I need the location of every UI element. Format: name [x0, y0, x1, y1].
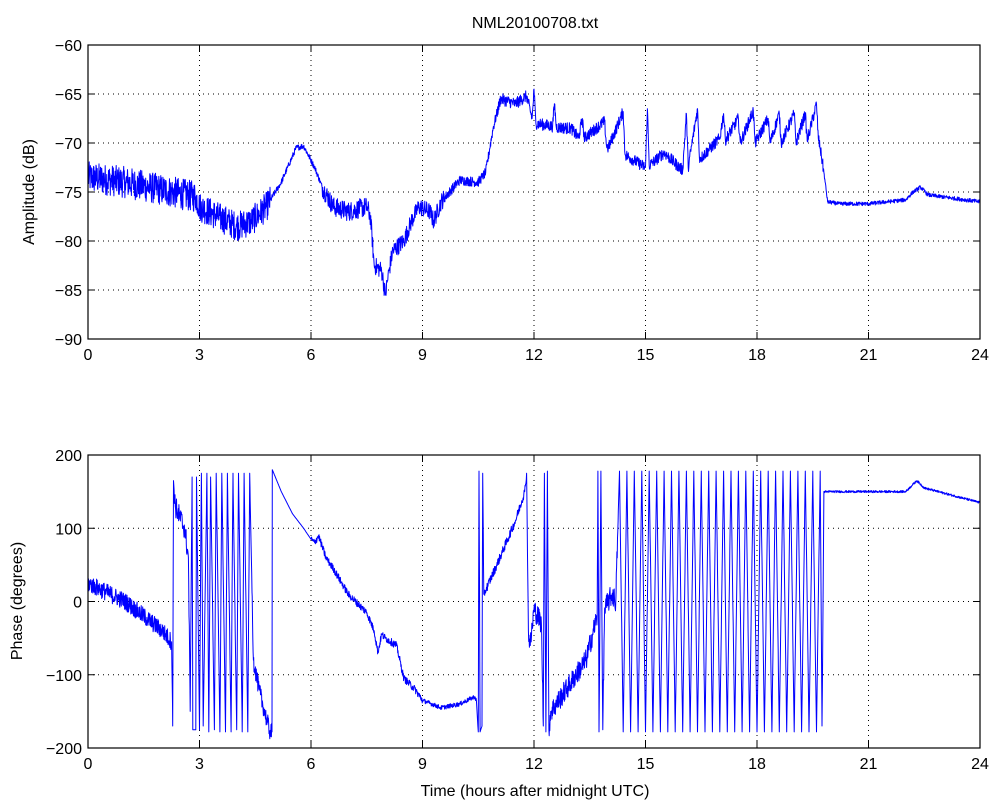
- chart-title: NML20100708.txt: [472, 15, 599, 32]
- y-tick-label: −75: [55, 185, 82, 202]
- x-tick-label: 0: [84, 347, 93, 364]
- phase-y-label: Phase (degrees): [9, 542, 26, 660]
- y-tick-label: 200: [55, 448, 82, 465]
- amplitude-axes: 0 3 6 9 12 15 18 21 24 −60 −65 −70 −75 −80 −85 −90: [55, 38, 989, 364]
- x-tick-label: 12: [525, 756, 543, 773]
- series-line-amplitude: [87, 88, 981, 296]
- x-tick-label: 9: [418, 347, 427, 364]
- axes-frame: [87, 454, 981, 749]
- x-tick-label: 6: [307, 756, 316, 773]
- axes-frame: [87, 44, 981, 340]
- x-tick-label: 21: [860, 756, 878, 773]
- x-tick-label: 0: [84, 756, 93, 773]
- series-line-phase: [87, 469, 981, 740]
- x-tick-label: 24: [971, 756, 989, 773]
- x-tick-label: 3: [195, 756, 204, 773]
- x-tick-label: 18: [748, 347, 766, 364]
- y-tick-label: 100: [55, 521, 82, 538]
- x-tick-label: 3: [195, 347, 204, 364]
- y-tick-label: −70: [55, 136, 82, 153]
- x-tick-label: 12: [525, 347, 543, 364]
- amplitude-y-label: Amplitude (dB): [21, 139, 38, 245]
- y-tick-label: −90: [55, 332, 82, 349]
- x-tick-label: 15: [637, 347, 655, 364]
- x-axis-label: Time (hours after midnight UTC): [421, 783, 650, 800]
- x-tick-label: 6: [307, 347, 316, 364]
- y-tick-label: −80: [55, 234, 82, 251]
- y-tick-label: −85: [55, 283, 82, 300]
- x-tick-label: 24: [971, 347, 989, 364]
- y-tick-label: −60: [55, 38, 82, 55]
- x-tick-label: 15: [637, 756, 655, 773]
- y-tick-label: −200: [46, 741, 82, 758]
- x-tick-label: 18: [748, 756, 766, 773]
- phase-axes: 0 3 6 9 12 15 18 21 24 200 100 0 −100 −200: [46, 448, 989, 773]
- x-tick-label: 9: [418, 756, 427, 773]
- y-tick-label: −65: [55, 87, 82, 104]
- y-tick-label: −100: [46, 668, 82, 685]
- y-tick-label: 0: [73, 595, 82, 612]
- x-tick-label: 21: [860, 347, 878, 364]
